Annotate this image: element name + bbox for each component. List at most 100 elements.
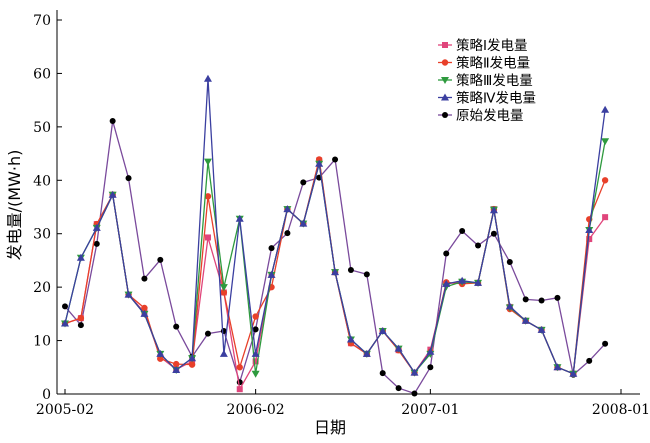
data-point (268, 245, 275, 252)
data-point (61, 319, 69, 327)
legend-label: 策略Ⅲ发电量 (456, 72, 533, 89)
data-point (602, 340, 609, 347)
data-point (283, 205, 292, 213)
data-point (76, 253, 85, 261)
x-tick-label: 2006-02 (227, 402, 285, 418)
series-layer (61, 74, 610, 397)
data-point (411, 390, 418, 397)
data-point (203, 158, 212, 166)
data-point (554, 294, 561, 301)
legend-label: 策略Ⅰ发电量 (456, 37, 527, 54)
data-point (140, 309, 149, 317)
data-point (236, 364, 243, 371)
data-point (522, 296, 529, 303)
data-point (251, 349, 260, 357)
data-point (378, 326, 387, 334)
legend-marker (442, 112, 448, 118)
data-point (219, 349, 228, 357)
data-point (490, 230, 497, 237)
data-point (474, 278, 483, 286)
data-point (426, 347, 435, 355)
data-point (204, 193, 212, 200)
data-point (284, 230, 291, 237)
data-point (300, 179, 307, 186)
y-axis-title: 发电量/(MW·h) (5, 150, 24, 261)
series-4 (61, 74, 610, 377)
data-point (141, 275, 148, 282)
data-point (505, 302, 514, 310)
data-point (220, 289, 228, 296)
data-point (601, 105, 610, 113)
data-point (156, 349, 165, 357)
data-point (506, 259, 513, 266)
data-point (125, 175, 132, 182)
data-point (410, 368, 419, 376)
data-point (379, 370, 386, 377)
data-point (203, 74, 212, 82)
data-point (252, 358, 259, 365)
data-point (235, 214, 244, 222)
data-point (299, 219, 308, 227)
data-point (346, 335, 355, 343)
legend-label: 原始发电量 (456, 108, 524, 124)
data-point (251, 370, 260, 378)
legend-label: 策略Ⅱ发电量 (456, 55, 530, 72)
axes: 0 10 20 30 40 50 60 70 2005-02 2006-02 2007-01 2008… (33, 10, 650, 418)
data-point (331, 268, 340, 276)
legend-marker (441, 93, 449, 101)
y-tick-label: 50 (33, 120, 51, 136)
data-point (521, 316, 530, 324)
data-point (363, 271, 370, 278)
data-point (267, 270, 276, 278)
series-line (64, 78, 606, 375)
series-3 (61, 138, 610, 378)
data-point (141, 304, 148, 312)
data-point (569, 369, 578, 377)
y-tick-label: 10 (33, 334, 51, 350)
data-point (585, 225, 594, 233)
data-point (362, 349, 371, 357)
data-point (347, 267, 354, 274)
legend-label: 策略Ⅳ发电量 (456, 90, 536, 107)
x-tick-label: 2007-01 (401, 402, 459, 418)
data-point (427, 364, 434, 371)
data-point (459, 228, 466, 235)
y-tick-label: 20 (33, 280, 51, 296)
data-point (92, 223, 101, 231)
data-point (315, 159, 324, 167)
x-tick-label: 2008-01 (592, 402, 650, 418)
data-point (93, 240, 100, 247)
data-point (475, 242, 482, 249)
data-point (219, 284, 228, 292)
data-point (188, 361, 196, 368)
data-point (77, 314, 85, 322)
data-point (586, 357, 593, 364)
data-point (458, 276, 467, 284)
data-point (108, 190, 117, 198)
series-5 (62, 117, 609, 397)
data-point (395, 385, 402, 392)
data-point (394, 344, 403, 352)
y-tick-label: 30 (33, 227, 51, 243)
data-point (538, 297, 545, 304)
data-point (188, 354, 197, 362)
data-point (443, 250, 450, 257)
data-point (109, 117, 116, 124)
data-point (553, 363, 562, 371)
data-point (236, 386, 243, 393)
data-point (204, 330, 211, 337)
legend-marker (442, 42, 448, 48)
data-point (601, 177, 609, 184)
x-tick-label: 2005-02 (36, 402, 94, 418)
data-point (252, 326, 259, 333)
legend-marker (441, 59, 449, 66)
data-point (173, 360, 180, 368)
data-point (157, 256, 164, 263)
data-point (489, 206, 498, 214)
data-point (601, 138, 610, 146)
data-point (173, 323, 180, 330)
y-tick-label: 70 (33, 13, 51, 29)
y-tick-label: 60 (33, 66, 51, 82)
